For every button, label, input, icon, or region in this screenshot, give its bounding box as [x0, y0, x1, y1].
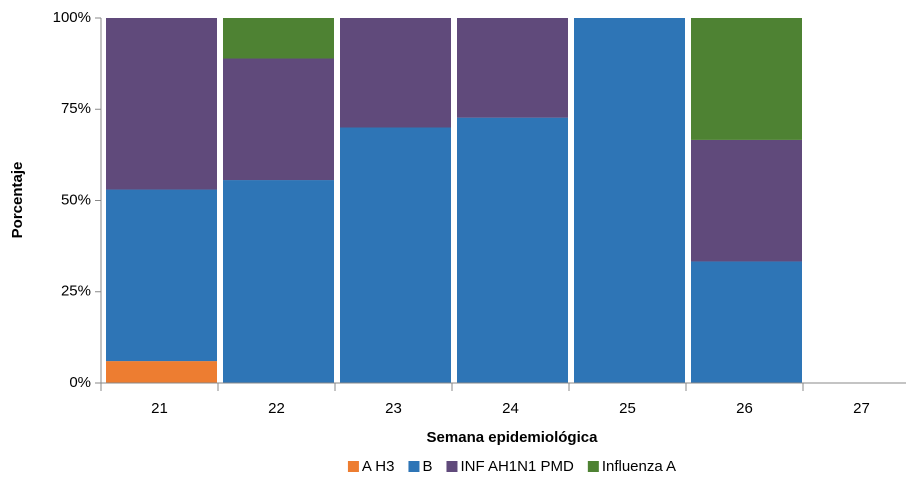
y-tick-label: 75% [61, 100, 91, 117]
x-tick-label: 22 [268, 400, 285, 417]
bar-segment [457, 18, 568, 118]
bar-segment [106, 189, 217, 362]
x-tick-label: 25 [619, 400, 636, 417]
y-axis-title: Porcentaje [9, 162, 26, 239]
legend-swatch [347, 461, 359, 472]
bar-segment [340, 18, 451, 128]
legend-swatch [587, 461, 599, 472]
x-tick-label: 23 [385, 400, 402, 417]
bar-segment [106, 361, 217, 383]
bar-segment [457, 117, 568, 384]
x-tick-label: 21 [151, 400, 168, 417]
x-tick-label: 27 [853, 400, 870, 417]
x-axis-title: Semana epidemiológica [427, 429, 599, 446]
bar-segment [574, 18, 685, 383]
bar-segment [223, 58, 334, 181]
y-tick-label: 0% [69, 374, 91, 391]
bar-segment [223, 180, 334, 383]
legend-swatch [408, 461, 420, 472]
y-tick-label: 50% [61, 191, 91, 208]
bar-segment [691, 18, 802, 140]
y-tick-label: 100% [53, 9, 91, 26]
legend-label: Influenza A [602, 458, 676, 475]
bar-segment [691, 139, 802, 262]
y-tick-label: 25% [61, 283, 91, 300]
legend-label: INF AH1N1 PMD [460, 458, 574, 475]
x-tick-label: 26 [736, 400, 753, 417]
bar-segment [223, 18, 334, 59]
bar-segment [106, 18, 217, 190]
bar-segment [691, 261, 802, 383]
legend-swatch [446, 461, 458, 472]
x-tick-label: 24 [502, 400, 519, 417]
legend-label: B [422, 458, 432, 475]
legend-label: A H3 [362, 458, 395, 475]
bar-segment [340, 127, 451, 383]
